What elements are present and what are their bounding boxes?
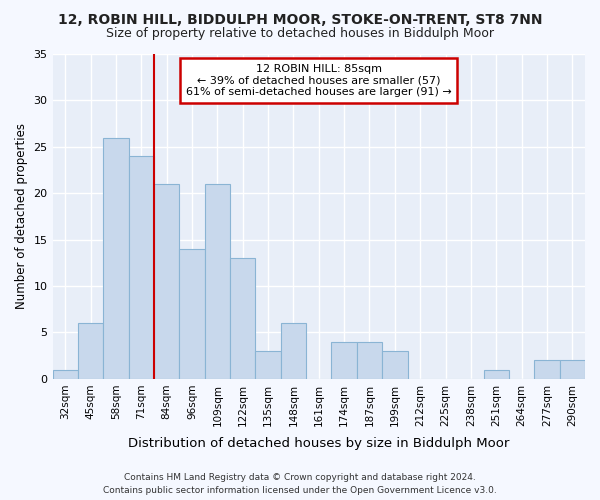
Bar (78, 323, 103, 379)
Bar (357, 342, 382, 379)
Text: 12, ROBIN HILL, BIDDULPH MOOR, STOKE-ON-TRENT, ST8 7NN: 12, ROBIN HILL, BIDDULPH MOOR, STOKE-ON-… (58, 12, 542, 26)
Bar (281, 323, 306, 379)
Y-axis label: Number of detached properties: Number of detached properties (15, 124, 28, 310)
Bar (154, 184, 179, 379)
Bar (103, 138, 128, 379)
Bar (53, 370, 78, 379)
Text: Size of property relative to detached houses in Biddulph Moor: Size of property relative to detached ho… (106, 28, 494, 40)
Bar (382, 351, 407, 379)
Bar (179, 249, 205, 379)
X-axis label: Distribution of detached houses by size in Biddulph Moor: Distribution of detached houses by size … (128, 437, 509, 450)
Text: Contains HM Land Registry data © Crown copyright and database right 2024.
Contai: Contains HM Land Registry data © Crown c… (103, 474, 497, 495)
Bar (484, 370, 509, 379)
Bar (128, 156, 154, 379)
Bar (534, 360, 560, 379)
Text: 12 ROBIN HILL: 85sqm
← 39% of detached houses are smaller (57)
61% of semi-detac: 12 ROBIN HILL: 85sqm ← 39% of detached h… (186, 64, 452, 97)
Bar (205, 184, 230, 379)
Bar (230, 258, 256, 379)
Bar (256, 351, 281, 379)
Bar (331, 342, 357, 379)
Bar (560, 360, 585, 379)
